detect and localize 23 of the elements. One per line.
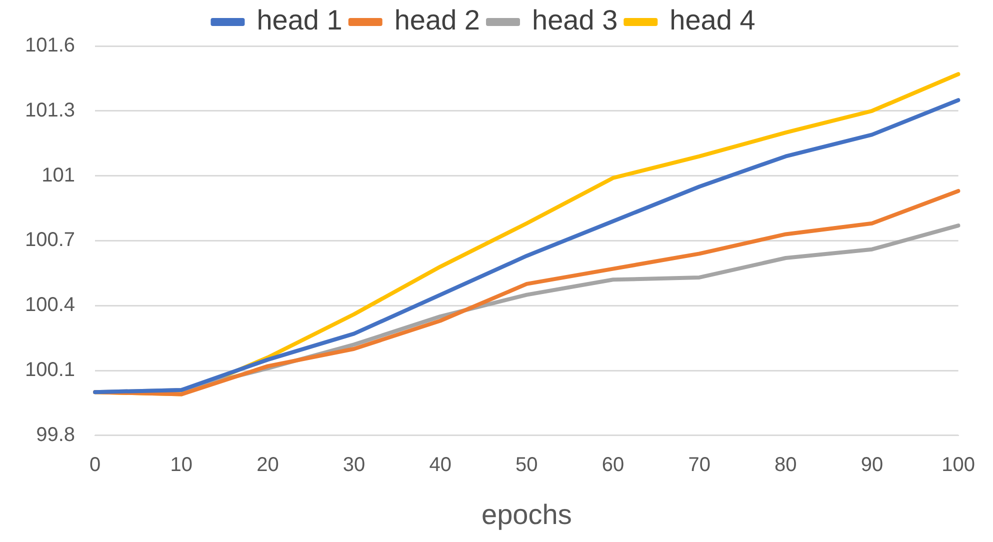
y-tick-label: 101 bbox=[42, 164, 76, 186]
y-tick-label: 99.8 bbox=[36, 424, 76, 446]
x-tick-label: 80 bbox=[774, 454, 797, 476]
x-tick-label: 30 bbox=[342, 454, 366, 476]
x-tick-label: 10 bbox=[170, 454, 192, 476]
x-tick-label: 90 bbox=[860, 454, 884, 476]
x-tick-label: 20 bbox=[256, 454, 279, 476]
x-tick-label: 60 bbox=[602, 454, 624, 476]
y-tick-label: 100.7 bbox=[24, 229, 76, 252]
x-tick-label: 70 bbox=[688, 454, 710, 476]
legend-label: head 2 bbox=[394, 4, 480, 36]
x-tick-label: 50 bbox=[516, 454, 538, 476]
legend-label: head 1 bbox=[256, 4, 342, 36]
y-tick-label: 101.6 bbox=[24, 34, 76, 57]
y-tick-label: 101.3 bbox=[24, 99, 76, 122]
y-tick-label: 100.1 bbox=[24, 359, 76, 382]
x-tick-label: 0 bbox=[89, 454, 101, 476]
x-tick-label: 100 bbox=[942, 454, 976, 476]
legend-label: head 3 bbox=[532, 4, 618, 36]
y-tick-label: 100.4 bbox=[24, 294, 76, 316]
x-axis-title: epochs bbox=[482, 498, 572, 530]
x-tick-label: 40 bbox=[429, 454, 452, 476]
legend-label: head 4 bbox=[670, 4, 756, 36]
